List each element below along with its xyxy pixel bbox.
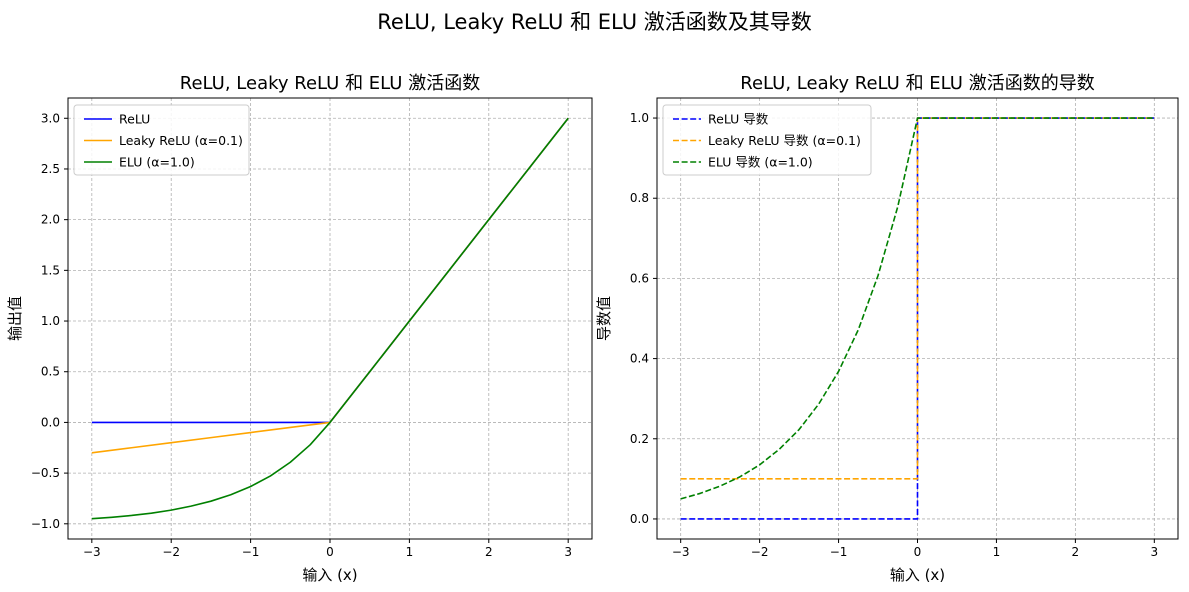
y-tick-label: 0.6 [630,271,649,285]
y-tick-label: 0.5 [41,365,60,379]
x-tick-label: −2 [751,545,769,559]
y-tick-label: 0.8 [630,191,649,205]
x-tick-label: 2 [485,545,493,559]
legend-entry-label: ELU 导数 (α=1.0) [708,155,813,170]
legend-entry-label: ReLU 导数 [708,112,769,127]
legend-entry-label: ReLU [119,112,150,127]
y-tick-label: 1.0 [630,111,649,125]
legend: ReLU Leaky ReLU (α=0.1) ELU (α=1.0) [73,104,250,176]
legend: ReLU 导数 Leaky ReLU 导数 (α=0.1) ELU 导数 (α=1.… [662,104,872,176]
y-tick-label: 3.0 [41,111,60,125]
x-tick-label: 1 [406,545,414,559]
x-tick-label: −1 [242,545,260,559]
legend-entry-label: ELU (α=1.0) [119,155,195,170]
legend-box [73,104,250,176]
y-tick-label: −1.0 [31,517,60,531]
x-tick-label: −2 [162,545,180,559]
legend-entry-label: Leaky ReLU 导数 (α=0.1) [708,133,861,148]
series-line-2 [91,117,569,520]
x-tick-label: 0 [326,545,334,559]
x-tick-label: 3 [564,545,572,559]
y-tick-label: −0.5 [31,466,60,480]
y-tick-label: 0.0 [630,512,649,526]
y-axis-label: 导数值 [595,296,613,341]
y-tick-label: 1.5 [41,263,60,277]
y-tick-label: 2.5 [41,162,60,176]
x-tick-label: 1 [993,545,1001,559]
y-tick-label: 1.0 [41,314,60,328]
activation-functions-chart: −3 −2 −1 0 1 2 3 −1.0 −0.5 0.0 0.5 1.0 1.5 2.0 2.5 3.0 R… [6,73,593,584]
y-tick-label: 0.2 [630,432,649,446]
x-axis-label: 输入 (x) [302,566,357,584]
x-tick-label: 3 [1150,545,1158,559]
series-line-2 [680,117,1155,500]
x-tick-label: −3 [83,545,101,559]
y-axis-label: 输出值 [6,296,24,341]
figure-suptitle: ReLU, Leaky ReLU 和 ELU 激活函数及其导数 [377,10,812,34]
x-tick-label: −1 [830,545,848,559]
y-tick-label: 2.0 [41,213,60,227]
y-tick-label: 0.4 [630,352,649,366]
legend-box [662,104,872,176]
x-tick-label: −3 [672,545,690,559]
derivatives-chart: −3 −2 −1 0 1 2 3 0.0 0.2 0.4 0.6 0.8 1.0 ReLU, Leaky … [595,73,1179,584]
y-tick-label: 0.0 [41,415,60,429]
x-tick-label: 2 [1072,545,1080,559]
axes-title: ReLU, Leaky ReLU 和 ELU 激活函数 [180,73,480,94]
x-axis-label: 输入 (x) [890,566,945,584]
legend-entry-label: Leaky ReLU (α=0.1) [119,133,243,148]
x-tick-label: 0 [914,545,922,559]
axes-title: ReLU, Leaky ReLU 和 ELU 激活函数的导数 [740,73,1094,94]
